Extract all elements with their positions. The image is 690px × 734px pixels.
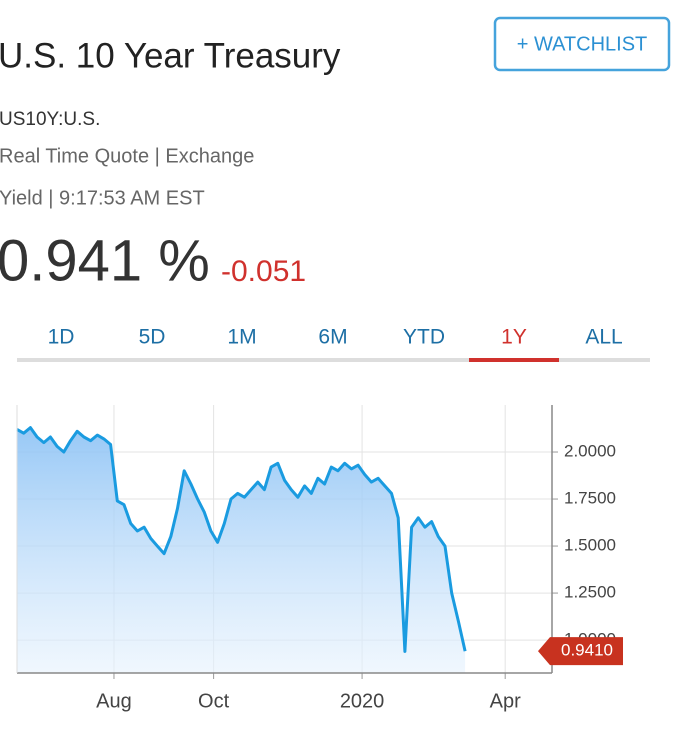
tab[interactable]: 6M: [318, 326, 347, 349]
tab[interactable]: 1D: [48, 326, 75, 349]
chart: 1.00001.25001.50001.75002.0000AugOct2020…: [16, 405, 623, 712]
tab-bar: 1D 5D 1M 6M YTD 1Y ALL: [48, 326, 623, 362]
tab[interactable]: ALL: [585, 326, 622, 349]
x-tick-label: Apr: [490, 690, 521, 712]
area: [17, 427, 466, 673]
yield-time: Yield | 9:17:53 AM EST: [0, 187, 205, 209]
quote-type: Real Time Quote | Exchange: [0, 145, 254, 167]
last-value-label: 0.9410: [561, 641, 613, 660]
tab[interactable]: 5D: [139, 326, 166, 349]
y-tick-label: 1.2500: [564, 583, 616, 602]
watchlist-button[interactable]: [493, 16, 671, 72]
title: U.S. 10 Year Treasury: [0, 36, 341, 75]
y-tick-label: 1.7500: [564, 489, 616, 508]
tab[interactable]: 1Y: [501, 326, 527, 349]
y-tick-label: 2.0000: [564, 442, 616, 461]
tab[interactable]: 1M: [227, 326, 256, 349]
watchlist-label[interactable]: + WATCHLIST: [517, 33, 648, 55]
symbol: US10Y:U.S.: [0, 109, 100, 130]
x-tick-label: Aug: [96, 690, 132, 712]
line: [16, 426, 467, 653]
price: 0.941 %: [0, 228, 210, 293]
y-tick-label: 1.5000: [564, 536, 616, 555]
price-change: -0.051: [221, 255, 306, 288]
tab[interactable]: YTD: [403, 326, 445, 349]
x-tick-label: Oct: [198, 690, 230, 712]
x-tick-label: 2020: [340, 690, 385, 712]
last-value-badge: [538, 637, 623, 666]
